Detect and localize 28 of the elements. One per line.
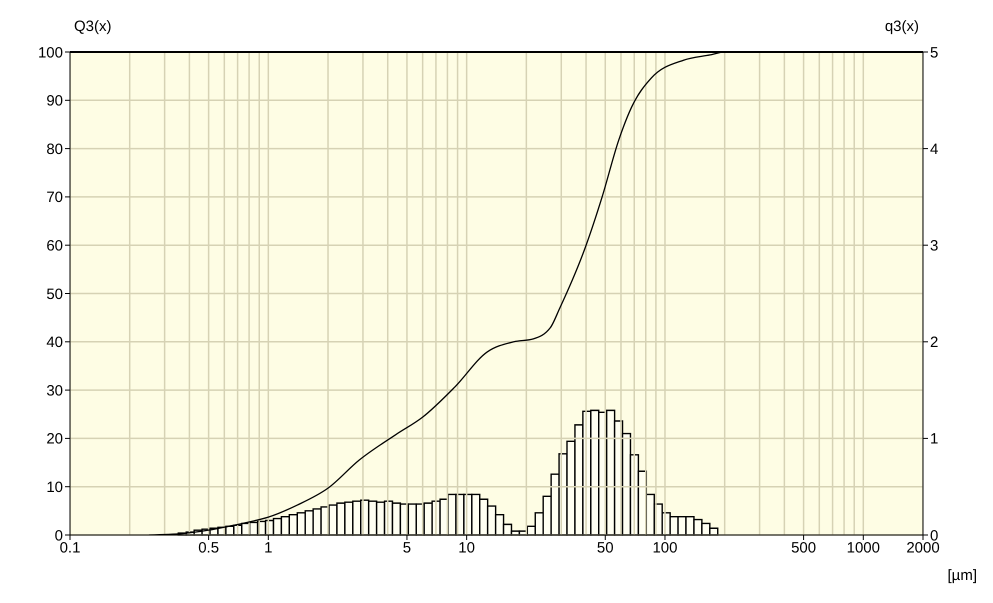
x-axis-title: [µm]: [948, 567, 977, 584]
x-tick-label: 1: [264, 540, 272, 557]
y2-axis-title: q3(x): [884, 18, 919, 35]
x-tick-label: 1000: [846, 540, 880, 557]
y2-tick-label: 3: [930, 238, 938, 255]
x-tick-label: 5: [402, 540, 412, 557]
x-tick-label: 10: [458, 540, 475, 557]
y-tick-label: 20: [46, 430, 63, 448]
x-tick-label: 100: [652, 540, 678, 557]
y2-tick-label: 5: [930, 44, 938, 62]
y-tick-label: 80: [46, 140, 63, 158]
y2-tick-label: 2: [930, 334, 938, 352]
y-axis-title: Q3(x): [74, 18, 112, 35]
x-tick-label: 2000: [906, 540, 940, 557]
x-tick-label: 500: [791, 540, 816, 557]
y-tick-label: 60: [46, 238, 63, 255]
y-tick-label: 30: [46, 382, 63, 400]
y2-tick-label: 4: [930, 140, 938, 158]
x-tick-label: 0.1: [60, 540, 80, 557]
y-tick-label: 90: [46, 92, 63, 110]
y-tick-label: 70: [46, 189, 63, 206]
y-tick-label: 10: [46, 479, 63, 496]
x-tick-label: 50: [596, 540, 614, 557]
y-tick-label: 100: [38, 44, 63, 62]
y-tick-label: 40: [46, 334, 63, 352]
y2-tick-label: 1: [930, 430, 938, 448]
x-tick-label: 0.5: [198, 540, 220, 557]
y-tick-label: 50: [46, 286, 63, 303]
